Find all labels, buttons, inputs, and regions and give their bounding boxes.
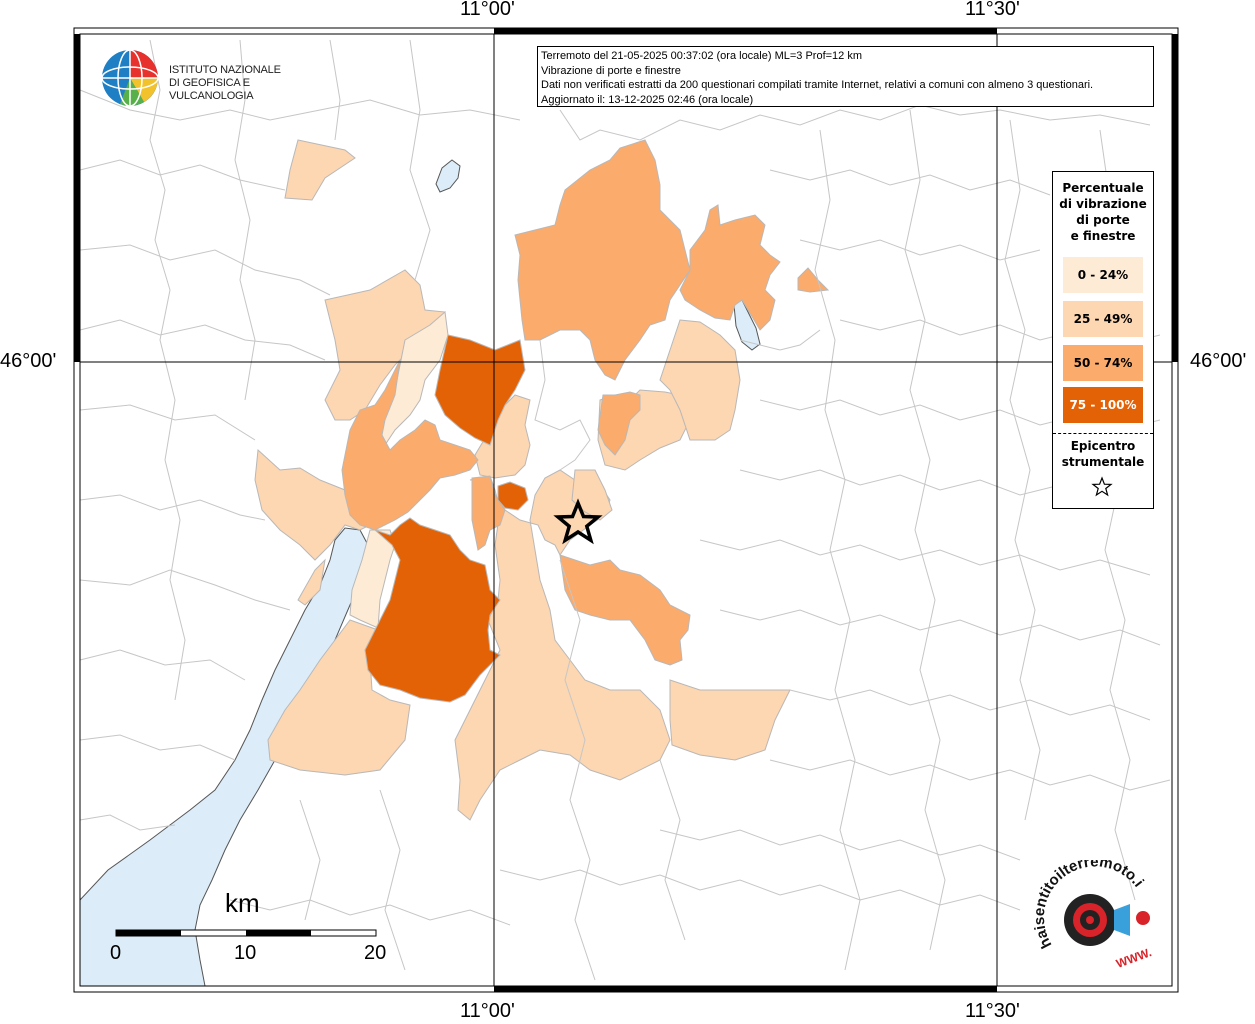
class-50-74-areas (341, 139, 830, 666)
lat-label-right: 46°00' (1190, 350, 1247, 372)
lat-label-left: 46°00' (0, 350, 57, 372)
map-frame (73, 27, 1179, 993)
epicenter-star-icon (553, 498, 603, 545)
legend: Percentuale di vibrazione di porte e fin… (1052, 171, 1154, 509)
scale-unit: km (225, 888, 260, 918)
institute-name: ISTITUTO NAZIONALE DI GEOFISICA E VULCAN… (169, 64, 320, 103)
scale-tick-10: 10 (234, 942, 257, 964)
legend-item-50-74: 50 - 74% (1063, 345, 1143, 381)
legend-item-75-100: 75 - 100% (1063, 387, 1143, 423)
lake-small-1 (435, 159, 461, 193)
badge-url-text: WWW. (1114, 945, 1153, 971)
ingv-logo: ISTITUTO NAZIONALE DI GEOFISICA E VULCAN… (100, 48, 320, 110)
lon-label-bottom-left: 11°00' (460, 1000, 515, 1022)
legend-epicenter-line-1: Epicentro (1070, 439, 1136, 453)
legend-title-line-4: e finestre (1070, 229, 1136, 243)
event-info-box: Terremoto del 21-05-2025 00:37:02 (ora l… (537, 46, 1154, 107)
effect-title: Vibrazione di porte e finestre (541, 64, 681, 77)
scale-bar (115, 929, 377, 937)
update-timestamp: Aggiornato il: 13-12-2025 02:46 (ora loc… (541, 93, 754, 106)
legend-title-line-2: di vibrazione (1059, 197, 1147, 211)
lon-label-top-left: 11°00' (460, 0, 515, 20)
data-disclaimer: Dati non verificati estratti da 200 ques… (541, 79, 1094, 91)
legend-divider (1053, 433, 1153, 434)
lon-label-bottom-right: 11°30' (965, 1000, 1020, 1022)
institute-line-1: ISTITUTO NAZIONALE (169, 64, 281, 76)
institute-line-2: DI GEOFISICA E VULCANOLOGIA (169, 77, 254, 102)
legend-item-25-49: 25 - 49% (1063, 301, 1143, 337)
haisentito-badge: haisentitoilterremoto.it WWW. (1030, 860, 1153, 971)
legend-item-0-24: 0 - 24% (1063, 257, 1143, 293)
legend-title-line-3: di porte (1076, 213, 1130, 227)
star-outline-icon (1091, 476, 1113, 497)
legend-title-line-1: Percentuale (1062, 181, 1144, 195)
municipal-boundaries (79, 39, 1171, 981)
lon-label-top-right: 11°30' (965, 0, 1020, 20)
globe-logo-icon (101, 49, 159, 107)
scale-tick-20: 20 (364, 942, 387, 964)
legend-epicenter-label: Epicentro strumentale (1053, 438, 1153, 470)
event-summary: Terremoto del 21-05-2025 00:37:02 (ora l… (541, 50, 863, 62)
scale-tick-0: 0 (110, 942, 122, 964)
class-25-49-areas (254, 139, 791, 821)
legend-epicenter-line-2: strumentale (1061, 455, 1145, 469)
graticule (80, 34, 1172, 986)
legend-title: Percentuale di vibrazione di porte e fin… (1053, 180, 1153, 244)
